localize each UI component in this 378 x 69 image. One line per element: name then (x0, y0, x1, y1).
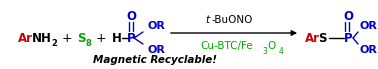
Text: +: + (96, 32, 107, 45)
Text: O: O (267, 41, 275, 51)
Text: P: P (127, 32, 135, 45)
Text: Cu-BTC/Fe: Cu-BTC/Fe (200, 41, 253, 51)
Text: P: P (344, 32, 352, 45)
Text: 2: 2 (51, 39, 57, 47)
Text: O: O (126, 10, 136, 22)
Text: Ar: Ar (305, 32, 320, 45)
Text: OR: OR (148, 21, 166, 31)
Text: OR: OR (148, 45, 166, 55)
Text: +: + (62, 32, 73, 45)
Text: 8: 8 (86, 39, 92, 47)
Text: 3: 3 (262, 47, 267, 55)
Text: -BuONO: -BuONO (211, 15, 253, 25)
Text: NH: NH (32, 32, 52, 45)
Text: S: S (77, 32, 85, 45)
Text: Ar: Ar (18, 32, 33, 45)
Text: 4: 4 (279, 47, 284, 55)
Text: O: O (343, 10, 353, 22)
Text: H: H (112, 32, 122, 45)
Text: OR: OR (360, 45, 378, 55)
Text: S: S (318, 32, 327, 45)
Text: t: t (205, 15, 209, 25)
Text: OR: OR (360, 21, 378, 31)
Text: Magnetic Recyclable!: Magnetic Recyclable! (93, 55, 217, 65)
